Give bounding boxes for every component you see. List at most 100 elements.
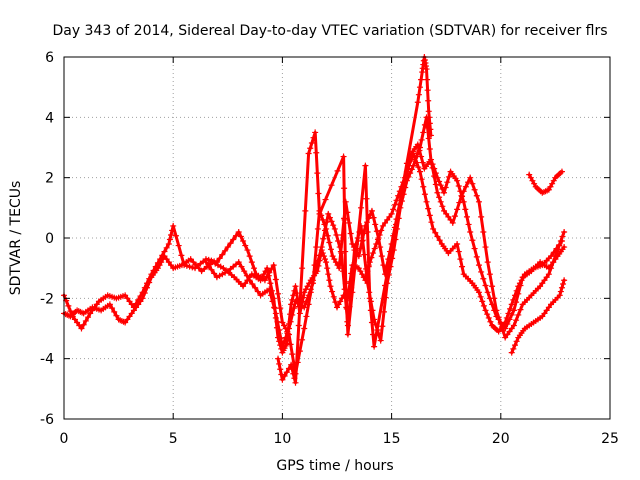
- data-point-marker: [480, 275, 487, 282]
- data-point-marker: [290, 370, 297, 377]
- data-point-marker: [359, 271, 366, 278]
- data-point-marker: [379, 222, 386, 229]
- data-point-marker: [305, 150, 312, 157]
- data-point-marker: [289, 311, 296, 318]
- data-point-marker: [513, 338, 520, 345]
- data-point-marker: [304, 283, 311, 290]
- series-line: [204, 143, 566, 349]
- data-point-marker: [454, 206, 461, 213]
- data-point-marker: [442, 184, 449, 191]
- data-point-marker: [372, 221, 379, 228]
- data-point-marker: [146, 275, 153, 282]
- data-point-marker: [370, 250, 377, 257]
- data-point-marker: [556, 242, 563, 249]
- data-point-marker: [227, 240, 234, 247]
- data-point-marker: [495, 316, 502, 323]
- data-point-marker: [454, 177, 461, 184]
- data-point-marker: [515, 290, 522, 297]
- data-point-marker: [346, 219, 353, 226]
- x-tick-label: 10: [273, 431, 291, 447]
- data-point-marker: [170, 222, 177, 229]
- data-point-marker: [344, 331, 351, 338]
- data-point-marker: [329, 288, 336, 295]
- data-point-marker: [78, 325, 85, 332]
- data-point-marker: [475, 198, 482, 205]
- data-point-marker: [368, 319, 375, 326]
- data-point-marker: [235, 259, 242, 266]
- data-point-marker: [434, 174, 441, 181]
- data-point-marker: [491, 307, 498, 314]
- data-point-marker: [487, 318, 494, 325]
- data-point-marker: [320, 253, 327, 260]
- data-point-marker: [254, 288, 261, 295]
- data-point-marker: [467, 174, 474, 181]
- data-point-marker: [527, 174, 534, 181]
- data-point-marker: [165, 241, 172, 248]
- data-point-marker: [441, 189, 448, 196]
- data-point-marker: [71, 316, 78, 323]
- data-point-marker: [437, 198, 444, 205]
- data-point-marker: [456, 199, 463, 206]
- data-point-marker: [276, 327, 283, 334]
- data-point-marker: [561, 244, 568, 251]
- data-point-marker: [332, 259, 339, 266]
- data-point-marker: [267, 280, 274, 287]
- data-point-marker: [189, 264, 196, 271]
- data-point-marker: [148, 271, 155, 278]
- data-point-marker: [451, 213, 458, 220]
- data-point-marker: [113, 312, 120, 319]
- data-point-marker: [89, 307, 96, 314]
- data-series: [61, 54, 568, 386]
- data-point-marker: [436, 194, 443, 201]
- data-point-marker: [502, 334, 509, 341]
- data-point-marker: [558, 284, 565, 291]
- data-point-marker: [459, 263, 466, 270]
- data-point-marker: [246, 277, 253, 284]
- x-tick-label: 20: [492, 431, 510, 447]
- x-tick-label: 0: [60, 431, 69, 447]
- data-point-marker: [289, 366, 296, 373]
- data-point-marker: [336, 265, 343, 272]
- data-point-marker: [183, 262, 190, 269]
- data-point-marker: [550, 259, 557, 266]
- data-point-marker: [337, 298, 344, 305]
- data-point-marker: [465, 221, 472, 228]
- data-point-marker: [271, 304, 278, 311]
- data-point-marker: [439, 185, 446, 192]
- data-point-marker: [469, 180, 476, 187]
- data-point-marker: [347, 230, 354, 237]
- data-point-marker: [312, 129, 319, 136]
- data-point-marker: [421, 191, 428, 198]
- data-point-marker: [82, 317, 89, 324]
- data-point-marker: [558, 168, 565, 175]
- data-point-marker: [427, 156, 434, 163]
- series-4: [526, 168, 565, 196]
- data-point-marker: [249, 281, 256, 288]
- series-3: [508, 277, 568, 356]
- data-point-marker: [342, 248, 349, 255]
- data-point-marker: [232, 232, 239, 239]
- data-point-marker: [303, 298, 310, 305]
- data-point-marker: [370, 331, 377, 338]
- data-point-marker: [316, 252, 323, 259]
- data-point-marker: [329, 253, 336, 260]
- data-point-marker: [359, 238, 366, 245]
- data-point-marker: [124, 316, 131, 323]
- data-point-marker: [423, 66, 430, 73]
- data-point-marker: [424, 76, 431, 83]
- data-point-marker: [425, 108, 432, 115]
- data-point-marker: [323, 259, 330, 266]
- data-point-marker: [276, 360, 283, 367]
- data-point-marker: [301, 304, 308, 311]
- data-point-marker: [293, 290, 300, 297]
- data-point-marker: [543, 274, 550, 281]
- data-point-marker: [124, 295, 131, 302]
- data-point-marker: [133, 300, 140, 307]
- data-point-marker: [137, 293, 144, 300]
- data-point-marker: [303, 313, 310, 320]
- data-point-marker: [545, 186, 552, 193]
- data-point-marker: [67, 308, 74, 315]
- data-point-marker: [445, 213, 452, 220]
- data-point-marker: [279, 319, 286, 326]
- data-point-marker: [489, 283, 496, 290]
